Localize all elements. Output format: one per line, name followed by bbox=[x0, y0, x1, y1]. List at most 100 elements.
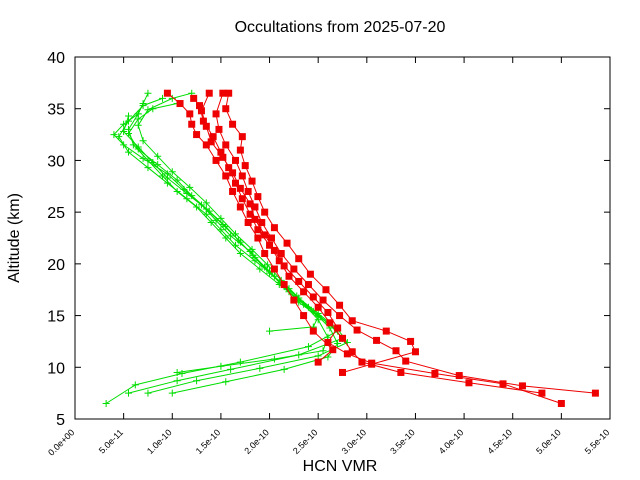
data-point bbox=[209, 133, 217, 141]
data-point bbox=[256, 364, 264, 372]
data-point bbox=[183, 190, 191, 198]
data-point bbox=[232, 230, 239, 238]
y-tick-label: 40 bbox=[47, 50, 65, 67]
series-line bbox=[200, 92, 562, 404]
data-point bbox=[382, 327, 390, 335]
data-point bbox=[222, 141, 230, 149]
data-point bbox=[229, 120, 237, 128]
x-tick-label: 5.5e-10 bbox=[583, 427, 612, 456]
data-point bbox=[348, 348, 356, 356]
data-point bbox=[186, 110, 194, 118]
series-line bbox=[105, 92, 339, 404]
data-point bbox=[326, 319, 334, 327]
data-point bbox=[173, 377, 181, 385]
data-point bbox=[186, 183, 194, 191]
data-point bbox=[222, 172, 230, 180]
y-tick-label: 35 bbox=[47, 102, 65, 119]
data-point bbox=[229, 187, 237, 195]
data-point bbox=[397, 368, 405, 376]
data-point bbox=[334, 324, 342, 332]
data-point bbox=[163, 89, 171, 97]
data-point bbox=[219, 221, 227, 229]
data-point bbox=[266, 327, 274, 335]
data-point bbox=[202, 141, 210, 149]
x-tick-label: 1.0e-10 bbox=[145, 427, 174, 456]
data-point bbox=[163, 174, 171, 182]
data-point bbox=[336, 312, 344, 320]
data-point bbox=[348, 317, 356, 325]
data-point bbox=[120, 141, 128, 149]
data-point bbox=[196, 102, 204, 110]
data-point bbox=[241, 162, 249, 170]
data-point bbox=[188, 120, 196, 128]
data-point bbox=[202, 205, 210, 213]
data-point bbox=[339, 334, 346, 342]
series-0 bbox=[102, 89, 342, 407]
data-point bbox=[256, 265, 264, 273]
data-point bbox=[358, 358, 366, 366]
y-tick-label: 10 bbox=[47, 360, 65, 377]
data-point bbox=[144, 106, 152, 114]
data-point bbox=[234, 236, 242, 244]
x-tick-label: 4.0e-10 bbox=[437, 427, 466, 456]
data-point bbox=[125, 112, 132, 120]
data-point bbox=[295, 277, 303, 285]
data-point bbox=[518, 382, 526, 390]
data-point bbox=[125, 389, 132, 397]
data-point bbox=[285, 272, 293, 280]
data-point bbox=[248, 245, 256, 253]
data-point bbox=[591, 389, 599, 397]
data-point bbox=[557, 399, 565, 407]
data-point bbox=[139, 100, 147, 108]
x-tick-label: 0.0e+00 bbox=[46, 427, 76, 457]
series-9 bbox=[222, 89, 419, 376]
data-point bbox=[499, 380, 507, 388]
y-tick-label: 15 bbox=[47, 309, 65, 326]
data-point bbox=[229, 169, 237, 177]
x-tick-label: 5.0e-11 bbox=[97, 427, 125, 455]
data-point bbox=[238, 172, 246, 180]
data-point bbox=[353, 326, 361, 334]
data-point bbox=[251, 215, 259, 223]
data-point bbox=[173, 368, 181, 376]
data-point bbox=[411, 348, 419, 356]
data-point bbox=[249, 252, 257, 260]
y-tick-label: 20 bbox=[47, 257, 65, 274]
x-tick-label: 2.0e-10 bbox=[242, 427, 271, 456]
x-tick-label: 3.0e-10 bbox=[340, 427, 369, 456]
data-point bbox=[173, 176, 181, 184]
series-line bbox=[193, 98, 542, 394]
data-point bbox=[232, 179, 239, 187]
data-point bbox=[270, 246, 278, 254]
data-point bbox=[300, 288, 308, 296]
data-point bbox=[295, 255, 303, 263]
data-point bbox=[538, 389, 546, 397]
data-point bbox=[236, 203, 244, 211]
data-point bbox=[238, 133, 246, 141]
y-tick-label: 30 bbox=[47, 153, 65, 170]
data-point bbox=[168, 389, 176, 397]
x-tick-label: 1.5e-10 bbox=[194, 427, 223, 456]
data-point bbox=[267, 234, 275, 242]
data-point bbox=[225, 164, 233, 172]
series-line bbox=[137, 92, 339, 394]
data-point bbox=[238, 195, 246, 203]
data-point bbox=[202, 199, 210, 207]
data-point bbox=[290, 265, 298, 273]
series-10 bbox=[163, 89, 337, 366]
data-point bbox=[322, 286, 330, 294]
data-point bbox=[236, 358, 244, 366]
data-point bbox=[280, 365, 288, 373]
chart-title: Occultations from 2025-07-20 bbox=[235, 19, 446, 36]
y-axis-label: Altitude (km) bbox=[6, 193, 23, 283]
data-point bbox=[217, 362, 225, 370]
data-point bbox=[134, 121, 142, 129]
data-point bbox=[217, 214, 225, 222]
data-point bbox=[334, 339, 342, 347]
data-point bbox=[304, 281, 312, 289]
data-point bbox=[258, 218, 266, 226]
data-point bbox=[465, 379, 473, 387]
data-point bbox=[270, 355, 278, 363]
data-point bbox=[236, 250, 244, 258]
data-point bbox=[244, 187, 252, 195]
